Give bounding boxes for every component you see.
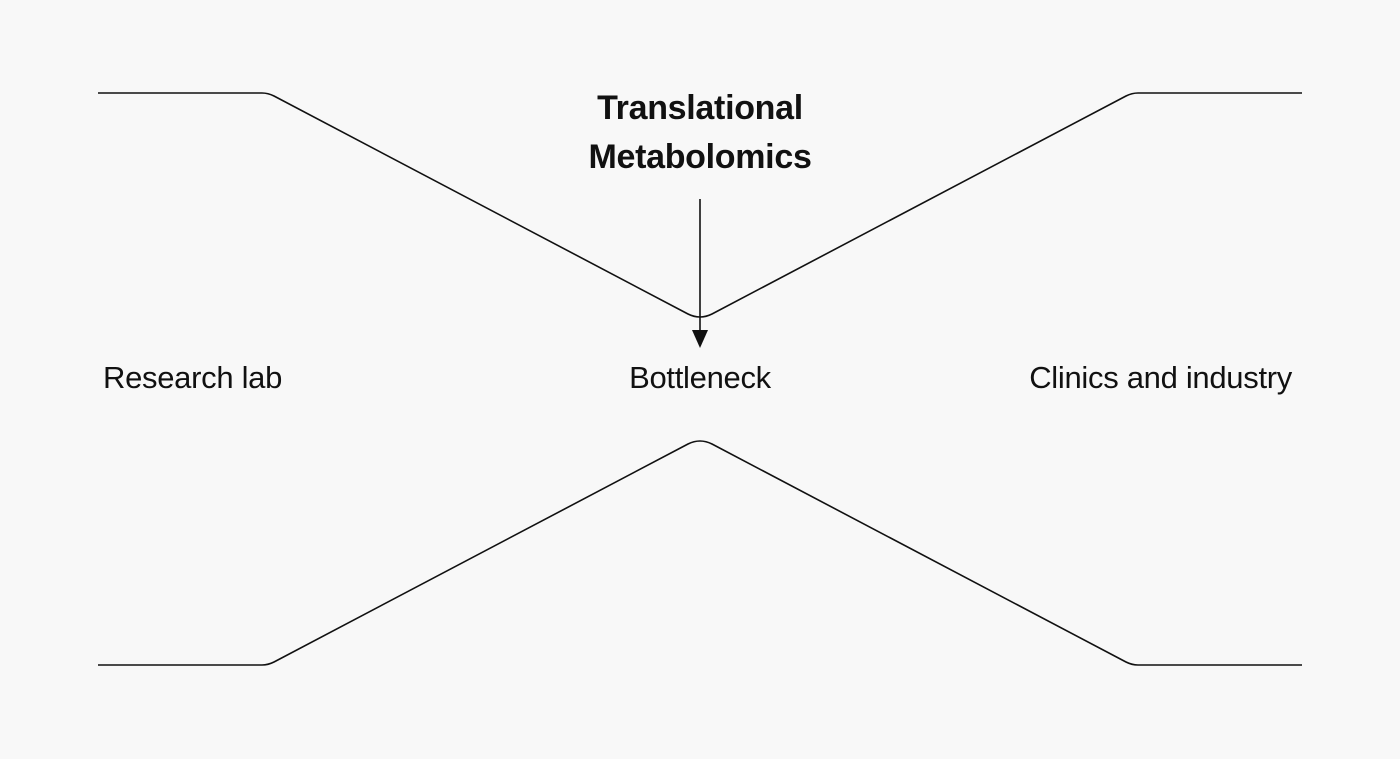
title-line-2: Metabolomics <box>588 138 812 176</box>
title-line-1: Translational <box>597 89 803 127</box>
label-bottleneck: Bottleneck <box>629 360 771 395</box>
diagram-title: Translational Metabolomics <box>500 84 900 182</box>
bottom-funnel-outline <box>98 440 1302 666</box>
label-research-lab: Research lab <box>103 360 283 395</box>
label-clinics-industry: Clinics and industry <box>1029 360 1292 395</box>
arrow-down-icon <box>692 330 708 348</box>
